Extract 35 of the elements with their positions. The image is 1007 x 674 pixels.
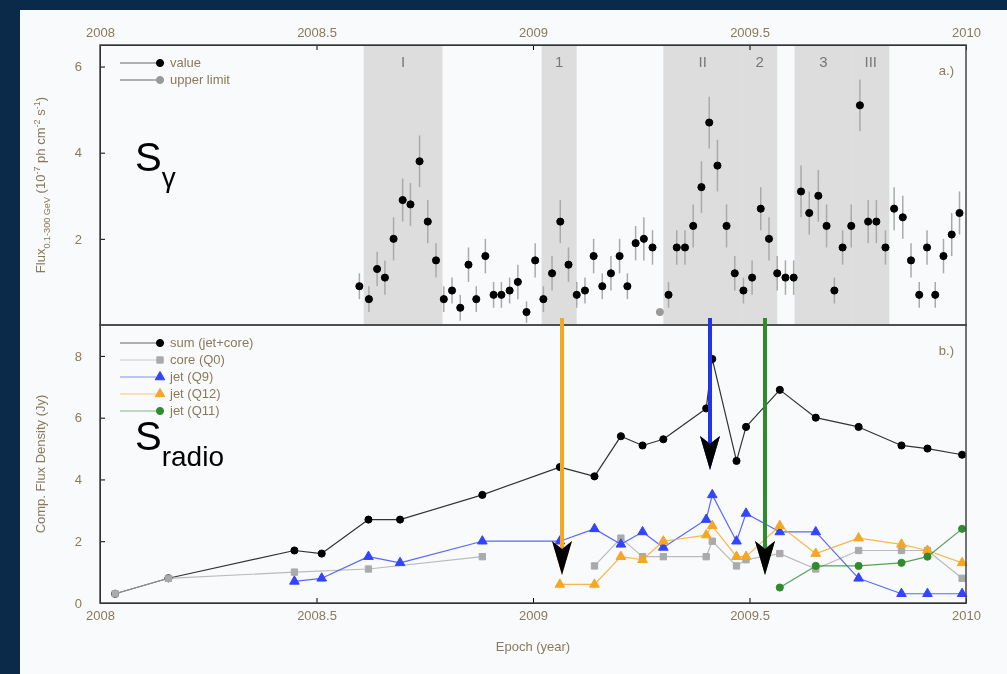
x-tick-label: 2009 — [519, 608, 548, 624]
legend-label: jet (Q9) — [169, 369, 214, 384]
y-tick-label: 4 — [74, 472, 82, 488]
x-tick-label: 2008.5 — [297, 608, 337, 624]
y-tick-label: 6 — [74, 410, 82, 426]
y-tick-label: 2 — [74, 231, 82, 247]
annotation: S$_{γ}$ — [135, 135, 176, 193]
band-label: 1 — [555, 53, 564, 70]
band-label: III — [864, 53, 877, 70]
x-tick-label: 2008 — [86, 608, 115, 624]
x-axis-title: Epoch (year) — [495, 639, 571, 654]
x-tick-label: 2009.5 — [730, 25, 770, 40]
y-tick-label: 2 — [74, 533, 82, 549]
y-tick-label: 0 — [74, 595, 82, 611]
x-tick-label: 2009.5 — [730, 608, 770, 624]
x-tick-label: 2008 — [86, 25, 115, 40]
legend-label: sum (jet+core) — [170, 335, 254, 350]
legend-label: core (Q0) — [170, 352, 225, 367]
x-tick-label: 2009 — [519, 25, 548, 40]
x-tick-label: 2008.5 — [297, 25, 337, 40]
band-label: I — [401, 53, 406, 70]
y-tick-label: 8 — [74, 348, 82, 364]
legend-label: jet (Q12) — [169, 386, 221, 401]
legend-label: upper limit — [170, 72, 231, 87]
annotation: b.) — [938, 343, 954, 358]
band-label: II — [698, 53, 707, 70]
y-tick-label: 6 — [74, 59, 82, 75]
band-label: 3 — [819, 53, 828, 70]
y-axis-title: Comp. Flux Density (Jy) — [33, 394, 48, 534]
x-tick-label: 2010 — [952, 25, 981, 40]
legend-label: value — [170, 55, 202, 70]
band-label: 2 — [755, 53, 764, 70]
y-tick-label: 4 — [74, 145, 82, 161]
x-tick-label: 2010 — [952, 608, 981, 624]
annotation: a.) — [938, 63, 954, 78]
